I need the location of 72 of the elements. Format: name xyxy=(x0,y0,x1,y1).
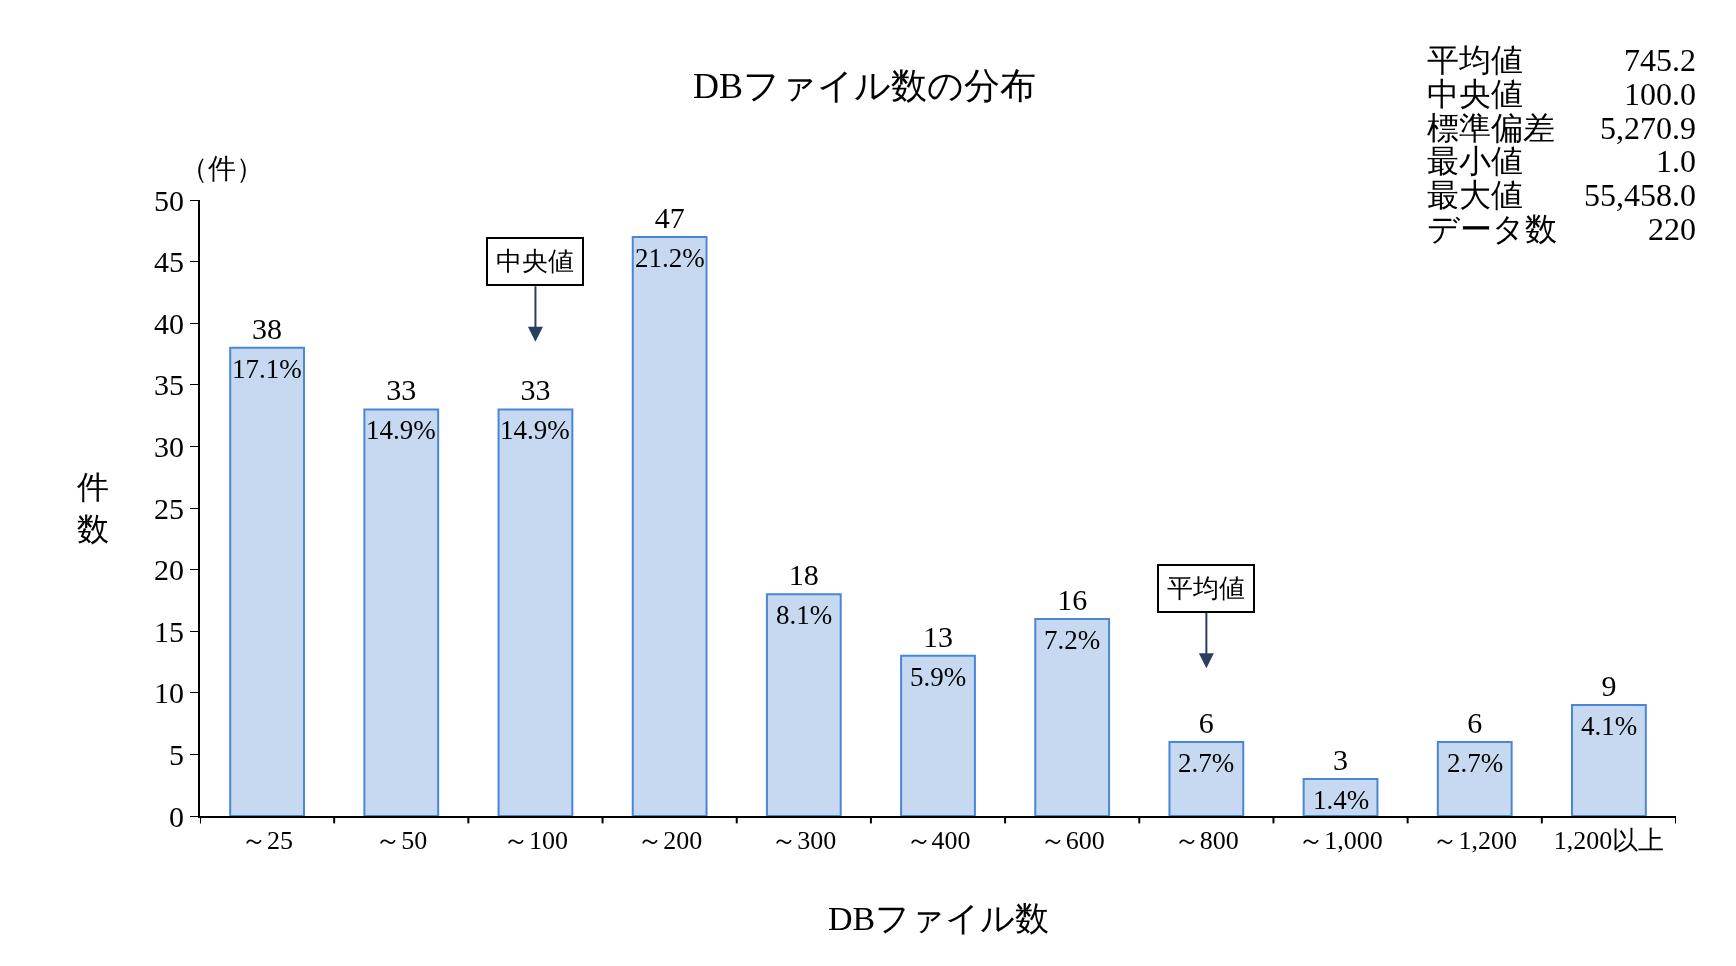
text: 5,270.9 xyxy=(1600,110,1696,146)
text: 中央値 xyxy=(1427,76,1523,112)
annotation: 14.9% xyxy=(500,415,570,445)
data-label: 33 xyxy=(386,373,417,407)
annotation: 中央値 xyxy=(496,247,574,276)
annotation: 17.1% xyxy=(232,354,302,384)
text: 1.0 xyxy=(1656,143,1696,179)
y-tick-label: 40 xyxy=(154,306,184,340)
data-label: 6 xyxy=(1467,706,1483,740)
y-tick-label: 20 xyxy=(154,553,184,587)
bar xyxy=(765,593,842,816)
annotation: 平均値 xyxy=(1167,574,1245,603)
x-axis-title: DBファイル数 xyxy=(828,900,1050,937)
annotation: データ数 xyxy=(1427,211,1557,247)
annotation: 2.7% xyxy=(1447,748,1504,778)
y-tick-label: 15 xyxy=(154,614,184,648)
bar xyxy=(1436,741,1513,816)
data-label: 18 xyxy=(788,558,819,592)
x-tick-label: ～200 xyxy=(637,826,703,856)
annotation: 21.2% xyxy=(635,243,705,273)
data-label: 13 xyxy=(923,619,953,653)
y-tick-label: 35 xyxy=(154,368,184,402)
y-tick-label: 25 xyxy=(154,491,184,525)
y-tick-label: 5 xyxy=(169,737,184,771)
x-tick-label: 1,200以上 xyxy=(1553,826,1665,856)
data-label: 38 xyxy=(252,311,283,345)
y-axis-title: 件数 xyxy=(77,469,109,547)
y-tick-label: 0 xyxy=(169,799,184,833)
data-label: 3 xyxy=(1333,743,1349,777)
chart-title: DBファイル数の分布 xyxy=(693,66,1037,106)
data-label: 47 xyxy=(654,200,685,234)
annotation: 55,458.0 xyxy=(1584,177,1696,213)
x-tick-label: ～50 xyxy=(375,826,428,856)
text: 745.2 xyxy=(1624,42,1696,78)
y-tick-label: 45 xyxy=(154,245,184,279)
data-label: 16 xyxy=(1057,582,1088,616)
annotation: 7.2% xyxy=(1044,625,1101,655)
annotation: 5.9% xyxy=(910,662,967,692)
annotation: 最大値 xyxy=(1427,177,1523,213)
bar xyxy=(229,346,305,816)
text: （件） xyxy=(180,153,264,184)
bar xyxy=(363,408,440,816)
bar xyxy=(1034,617,1111,816)
data-label: 9 xyxy=(1601,669,1617,703)
x-tick-label: ～400 xyxy=(905,826,971,856)
annotation: 220 xyxy=(1648,211,1696,247)
annotation: 4.1% xyxy=(1581,711,1638,741)
bar xyxy=(497,408,574,816)
bar xyxy=(1168,741,1245,816)
x-tick-label: ～1,000 xyxy=(1298,826,1383,856)
bar xyxy=(900,654,976,816)
text: 100.0 xyxy=(1624,76,1696,112)
x-tick-label: ～100 xyxy=(502,826,568,856)
data-label: 6 xyxy=(1198,706,1214,740)
x-tick-label: ～600 xyxy=(1039,826,1105,856)
annotation: 1.4% xyxy=(1313,785,1370,815)
x-tick-label: ～300 xyxy=(771,826,837,856)
x-tick-label: ～1,200 xyxy=(1432,826,1517,856)
x-tick-label: ～800 xyxy=(1173,826,1239,856)
bar xyxy=(631,235,708,816)
annotation: 14.9% xyxy=(366,415,436,445)
text: 平均値 xyxy=(1427,42,1523,78)
text: 標準偏差 xyxy=(1427,110,1555,146)
y-tick-label: 50 xyxy=(154,183,184,217)
y-tick-label: 30 xyxy=(154,429,184,463)
data-label: 33 xyxy=(520,373,551,407)
annotation: 2.7% xyxy=(1178,748,1235,778)
y-tick-label: 10 xyxy=(154,676,184,710)
bar xyxy=(1571,704,1647,816)
annotation: 8.1% xyxy=(776,600,833,630)
text: 最小値 xyxy=(1427,143,1523,179)
x-tick-label: ～25 xyxy=(241,826,294,856)
